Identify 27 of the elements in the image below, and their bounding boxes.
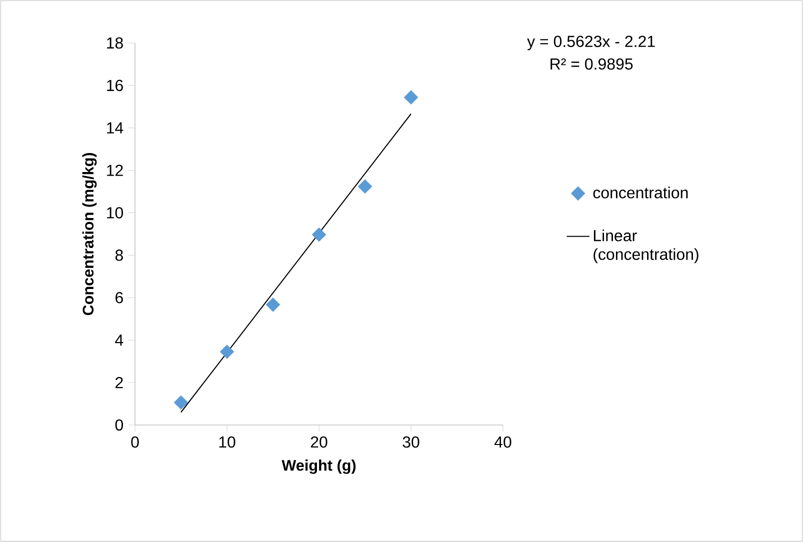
y-tick-label: 8: [115, 250, 123, 261]
text: y = 0.5623x - 2.21: [527, 36, 655, 50]
y-tick-label: 14: [107, 122, 124, 134]
text: R² = 0.9895: [550, 58, 633, 70]
x-tick-label: 0: [131, 436, 139, 448]
legend-label: Linear (concentration): [594, 230, 698, 264]
point: [312, 228, 326, 242]
x-tick-label: 40: [494, 436, 512, 448]
y-tick-label: 10: [107, 207, 124, 218]
point: [358, 179, 372, 194]
point: [266, 298, 280, 312]
y-tick-label: 16: [107, 80, 123, 92]
x-axis-title: Weight (g): [282, 460, 356, 474]
y-tick-label: 4: [115, 334, 124, 346]
point: [220, 344, 234, 359]
x-tick-label: 30: [402, 436, 420, 448]
point: [404, 90, 418, 104]
legend-label: concentration: [593, 186, 688, 198]
x-tick-label: 20: [310, 436, 328, 448]
y-axis-title: Concentration (mg/kg): [82, 152, 97, 316]
x-tick-label: 10: [219, 436, 236, 448]
point: [174, 395, 188, 410]
y-tick-label: 6: [116, 292, 123, 304]
y-tick-label: 12: [107, 164, 123, 176]
y-tick-label: 18: [107, 37, 123, 49]
y-tick-label: 0: [115, 419, 124, 431]
y-tick-label: 2: [116, 376, 123, 388]
